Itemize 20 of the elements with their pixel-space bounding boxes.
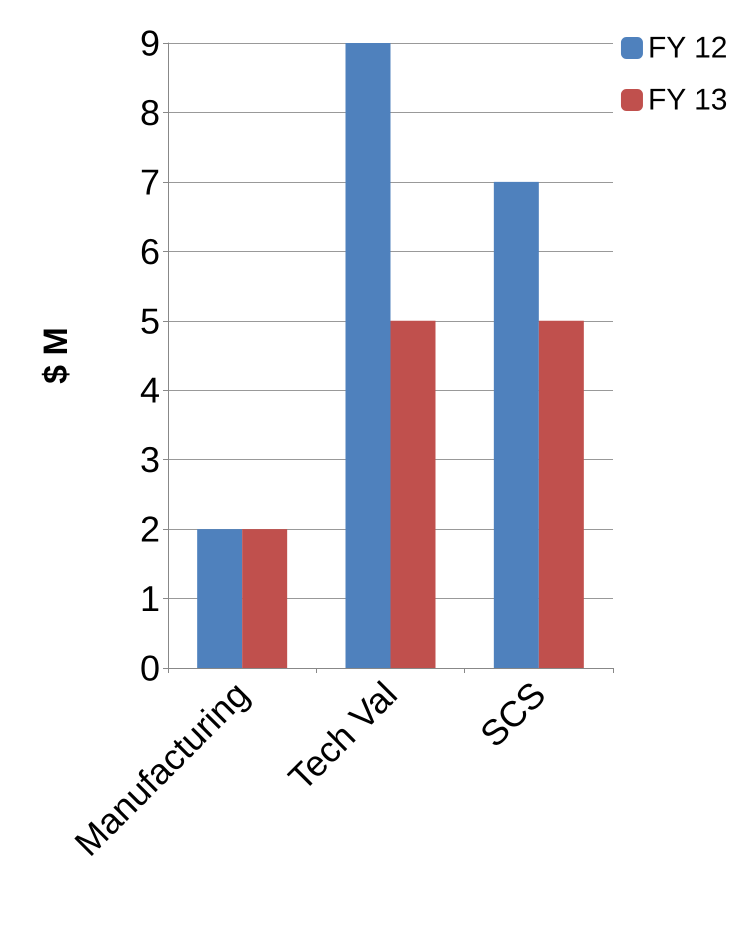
y-tick-label: 9 bbox=[140, 22, 160, 64]
bar bbox=[346, 43, 390, 668]
y-tick-label: 6 bbox=[140, 230, 160, 272]
y-tick-label: 0 bbox=[140, 648, 160, 688]
bar bbox=[538, 320, 584, 668]
bar bbox=[242, 529, 288, 668]
y-tick-label: 3 bbox=[140, 439, 160, 480]
legend-label: FY 13 bbox=[648, 84, 728, 116]
y-tick-label: 5 bbox=[140, 300, 160, 342]
x-tick-label: Tech Val bbox=[280, 674, 405, 798]
y-tick-label: 8 bbox=[140, 92, 160, 133]
legend-label: FY 12 bbox=[648, 32, 728, 64]
y-tick-label: 1 bbox=[140, 578, 160, 620]
bar bbox=[390, 320, 436, 668]
y-tick-label: 4 bbox=[140, 370, 160, 411]
bar bbox=[494, 182, 539, 668]
y-tick-label: 7 bbox=[140, 161, 160, 202]
bar bbox=[197, 529, 242, 668]
y-axis-title: $ M bbox=[37, 327, 75, 384]
y-tick-label: 2 bbox=[140, 508, 160, 550]
